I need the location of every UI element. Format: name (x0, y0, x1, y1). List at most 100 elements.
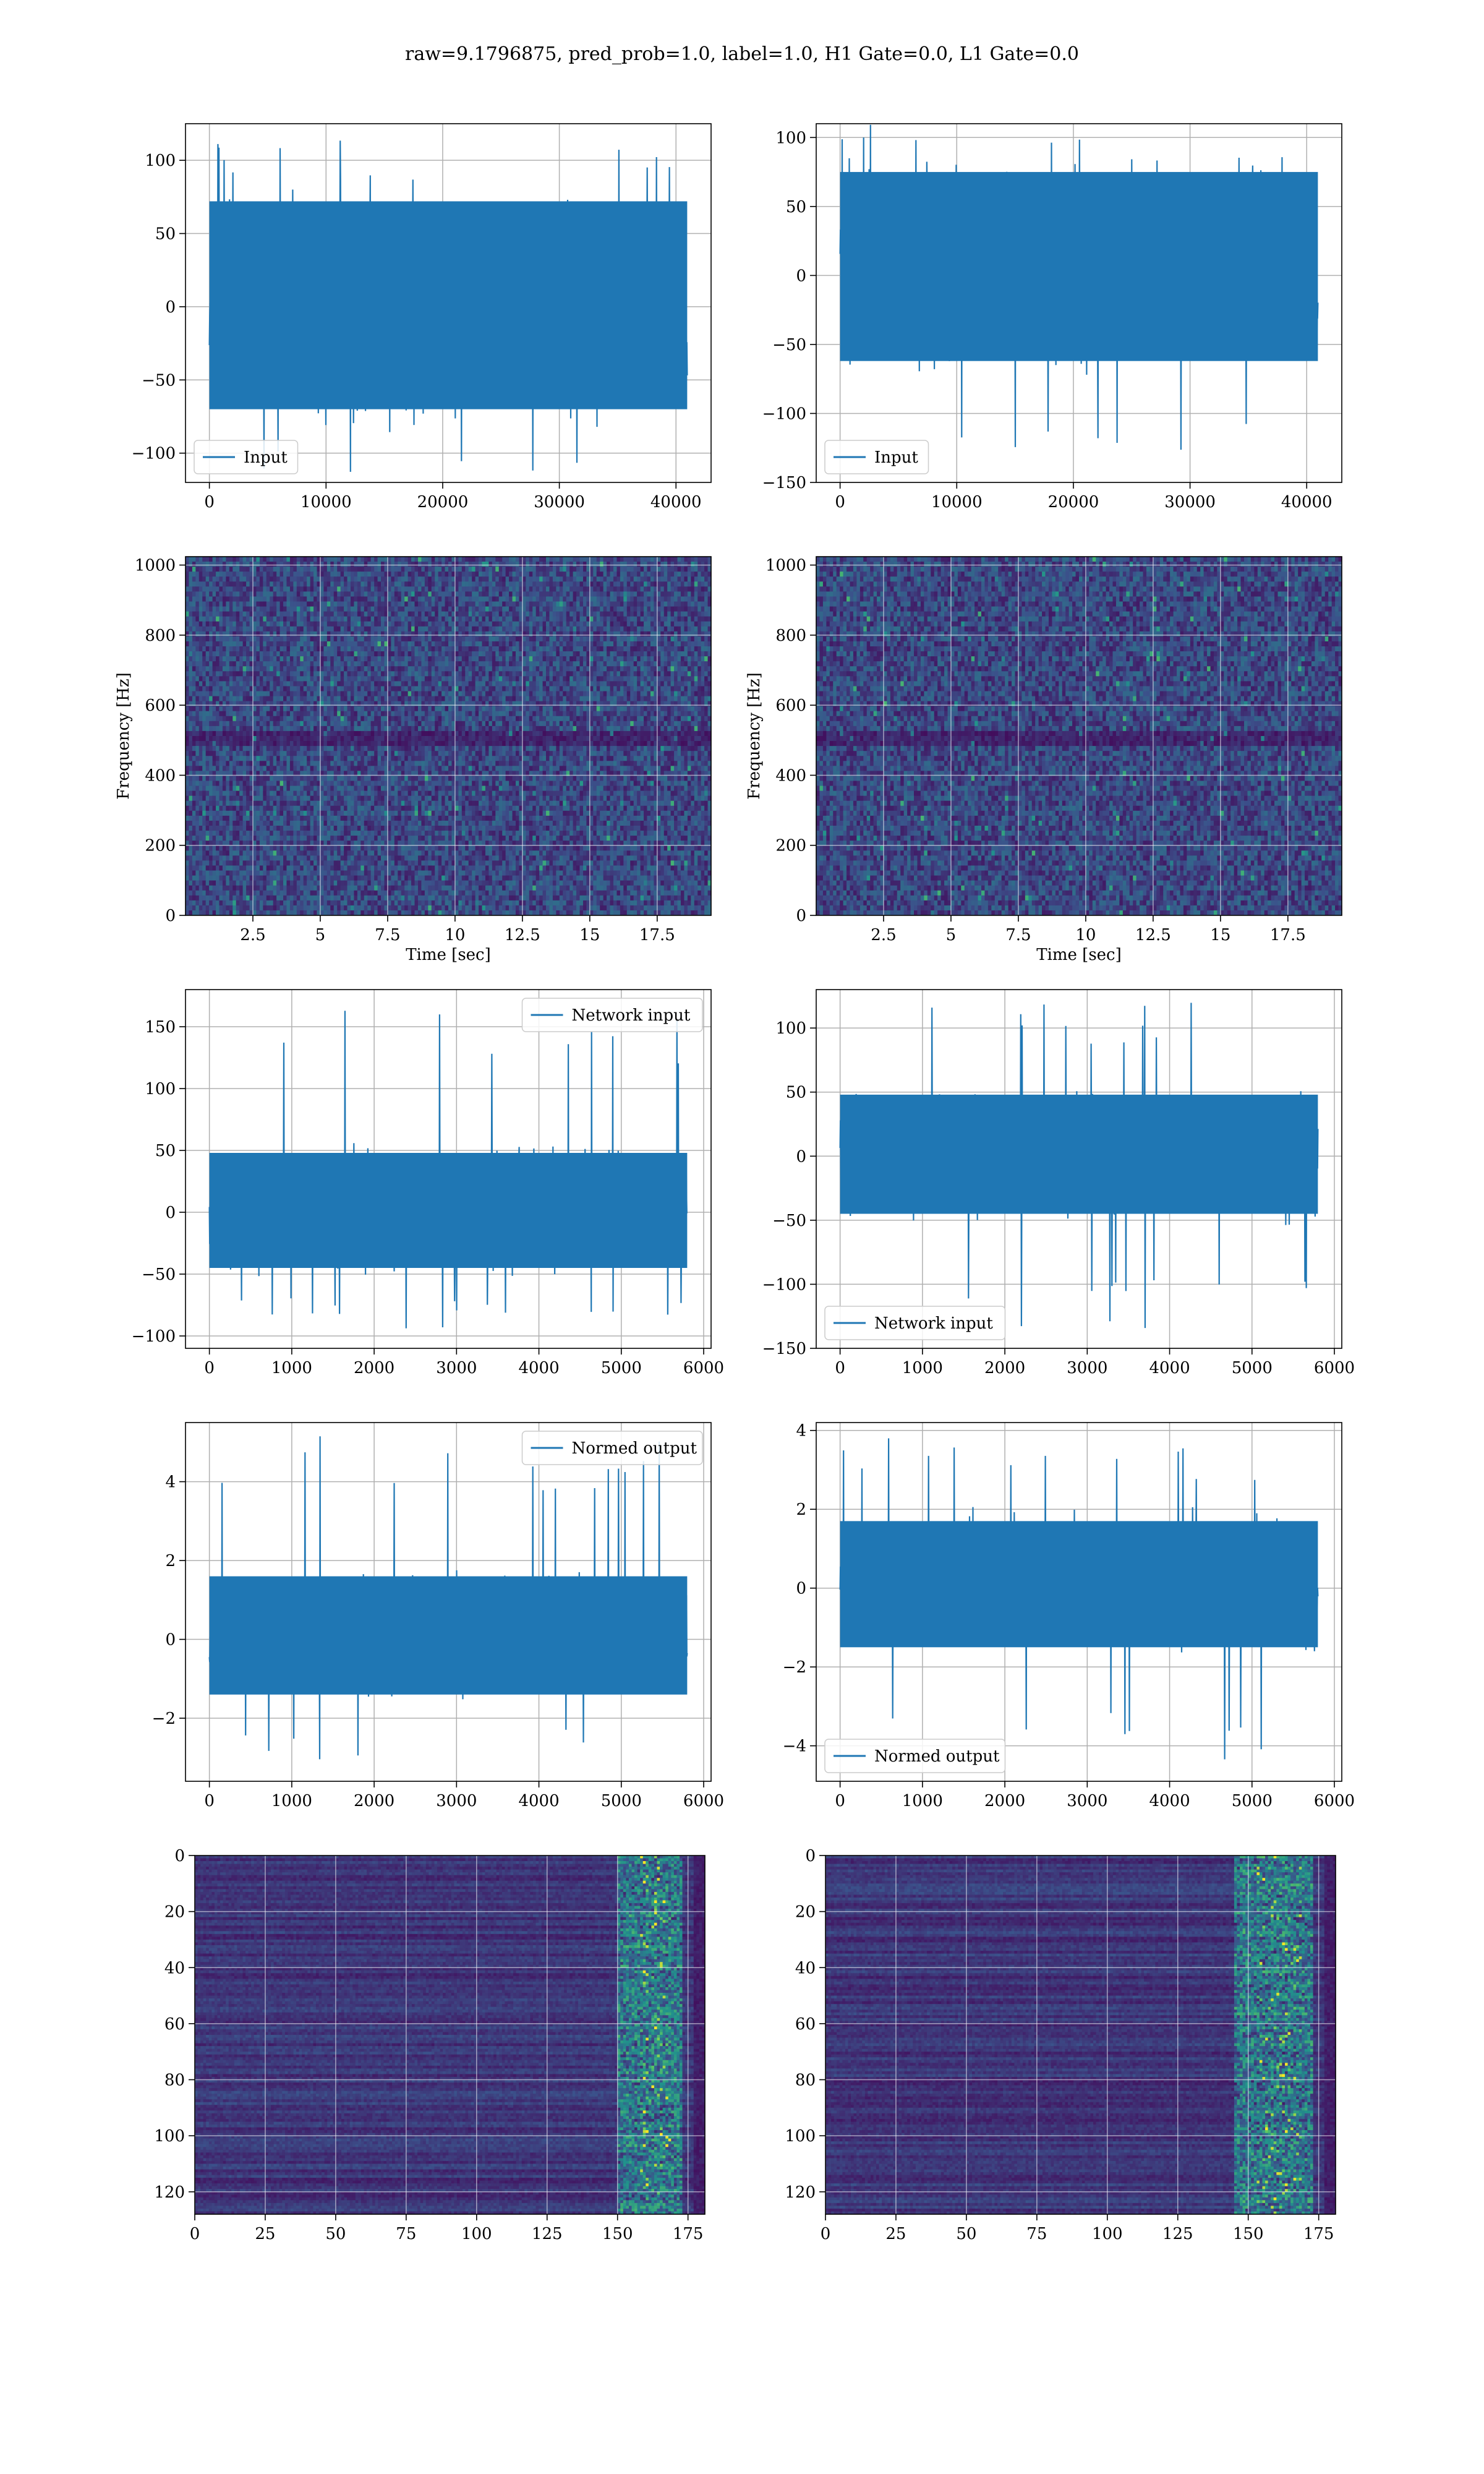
plot-area (186, 124, 711, 482)
x-axis-label: Time [sec] (1036, 946, 1122, 964)
x-tick-label: 25 (885, 2225, 906, 2243)
x-tick-label: 10000 (301, 493, 352, 511)
y-tick-label: 0 (165, 1631, 176, 1650)
y-tick-label: −4 (783, 1737, 806, 1756)
y-tick-label: 600 (145, 696, 176, 715)
y-tick-label: 0 (796, 1147, 806, 1166)
x-tick-label: 2.5 (240, 926, 265, 944)
x-tick-label: 100 (461, 2225, 492, 2243)
x-tick-label: 150 (1233, 2225, 1264, 2243)
x-tick-label: 5000 (1232, 1359, 1273, 1377)
y-tick-label: −50 (772, 1212, 806, 1230)
x-tick-label: 2000 (984, 1359, 1025, 1377)
heatmap-cells (825, 1856, 1336, 2215)
y-tick-label: 60 (795, 2015, 816, 2034)
series-band (840, 172, 1318, 361)
y-tick-label: 60 (164, 2015, 185, 2034)
series-band (210, 1577, 688, 1695)
y-tick-label: −50 (142, 371, 176, 390)
x-tick-label: 6000 (1314, 1359, 1355, 1377)
y-tick-label: −100 (762, 404, 806, 423)
y-tick-label: 1000 (135, 557, 176, 575)
x-tick-label: 6000 (1314, 1792, 1355, 1810)
x-tick-label: 2000 (354, 1792, 394, 1810)
x-axis-label: Time [sec] (406, 946, 491, 964)
x-tick-label: 0 (835, 493, 845, 511)
x-tick-label: 0 (204, 1792, 215, 1810)
x-tick-label: 50 (956, 2225, 976, 2243)
x-tick-label: 5000 (601, 1792, 642, 1810)
legend-label: Network input (874, 1314, 993, 1333)
series-band (840, 1095, 1318, 1214)
y-tick-label: 2 (796, 1500, 806, 1519)
plot-area (816, 1423, 1342, 1781)
x-tick-label: 2000 (354, 1359, 394, 1377)
y-tick-label: 0 (796, 1580, 806, 1598)
legend: Normed output (522, 1431, 703, 1465)
x-tick-label: 4000 (1149, 1359, 1190, 1377)
x-tick-label: 25 (255, 2225, 275, 2243)
y-tick-label: 50 (155, 1142, 176, 1160)
chart-l1-spectrogram: 2.5 5 7.5 10 12.5 15 17.502004006008001000Time… (745, 557, 1342, 964)
y-tick-label: 100 (145, 1080, 176, 1098)
x-tick-label: 15 (1210, 926, 1230, 944)
x-tick-label: 175 (673, 2225, 704, 2243)
y-tick-label: 120 (785, 2183, 816, 2202)
x-tick-label: 30000 (534, 493, 585, 511)
y-tick-label: 20 (795, 1903, 816, 1922)
x-tick-label: 75 (1026, 2225, 1047, 2243)
chart-h1-network-input: 0 1000 2000 3000 4000 5000 6000−100−5005010015… (132, 990, 725, 1377)
chart-l1-network-input: 0 1000 2000 3000 4000 5000 6000−150−100−500501… (762, 990, 1355, 1377)
legend-label: Input (874, 448, 918, 467)
x-tick-label: 1000 (902, 1792, 943, 1810)
legend: Input (825, 440, 929, 474)
x-tick-label: 6000 (683, 1359, 724, 1377)
x-tick-label: 0 (204, 1359, 215, 1377)
x-tick-label: 175 (1303, 2225, 1334, 2243)
y-tick-label: 1000 (765, 557, 806, 575)
y-tick-label: 200 (775, 837, 806, 855)
y-tick-label: 120 (154, 2183, 185, 2202)
x-tick-label: 10000 (931, 493, 983, 511)
plot-area (186, 557, 712, 916)
y-tick-label: 0 (796, 907, 806, 925)
x-tick-label: 40000 (1281, 493, 1333, 511)
x-tick-label: 100 (1092, 2225, 1123, 2243)
y-tick-label: −2 (152, 1710, 176, 1728)
y-tick-label: −100 (132, 1327, 176, 1346)
x-tick-label: 4000 (518, 1359, 559, 1377)
x-tick-label: 5 (315, 926, 326, 944)
x-tick-label: 5 (946, 926, 957, 944)
x-tick-label: 6000 (683, 1792, 724, 1810)
legend-label: Normed output (874, 1747, 1000, 1766)
x-tick-label: 0 (204, 493, 215, 511)
x-tick-label: 125 (1162, 2225, 1193, 2243)
y-tick-label: 50 (786, 1084, 806, 1102)
x-tick-label: 2000 (984, 1792, 1025, 1810)
x-tick-label: 12.5 (505, 926, 540, 944)
y-tick-label: 0 (165, 298, 176, 317)
heatmap-cells (195, 1856, 706, 2215)
x-tick-label: 5000 (1232, 1792, 1273, 1810)
plot-area (816, 990, 1342, 1348)
x-tick-label: 3000 (1067, 1359, 1107, 1377)
chart-h1-spectrogram: 2.5 5 7.5 10 12.5 15 17.502004006008001000Time… (114, 557, 712, 964)
y-tick-label: −100 (132, 445, 176, 463)
x-tick-label: 10 (445, 926, 465, 944)
y-tick-label: −150 (762, 474, 806, 492)
x-tick-label: 5000 (601, 1359, 642, 1377)
x-tick-label: 20000 (417, 493, 469, 511)
y-tick-label: 0 (165, 1204, 176, 1222)
y-tick-label: 2 (165, 1552, 176, 1570)
legend: Normed output (825, 1739, 1005, 1773)
x-tick-label: 40000 (650, 493, 702, 511)
y-tick-label: 200 (145, 837, 176, 855)
y-tick-label: 50 (786, 198, 806, 216)
x-tick-label: 15 (579, 926, 600, 944)
y-axis-label: Frequency [Hz] (745, 672, 764, 800)
